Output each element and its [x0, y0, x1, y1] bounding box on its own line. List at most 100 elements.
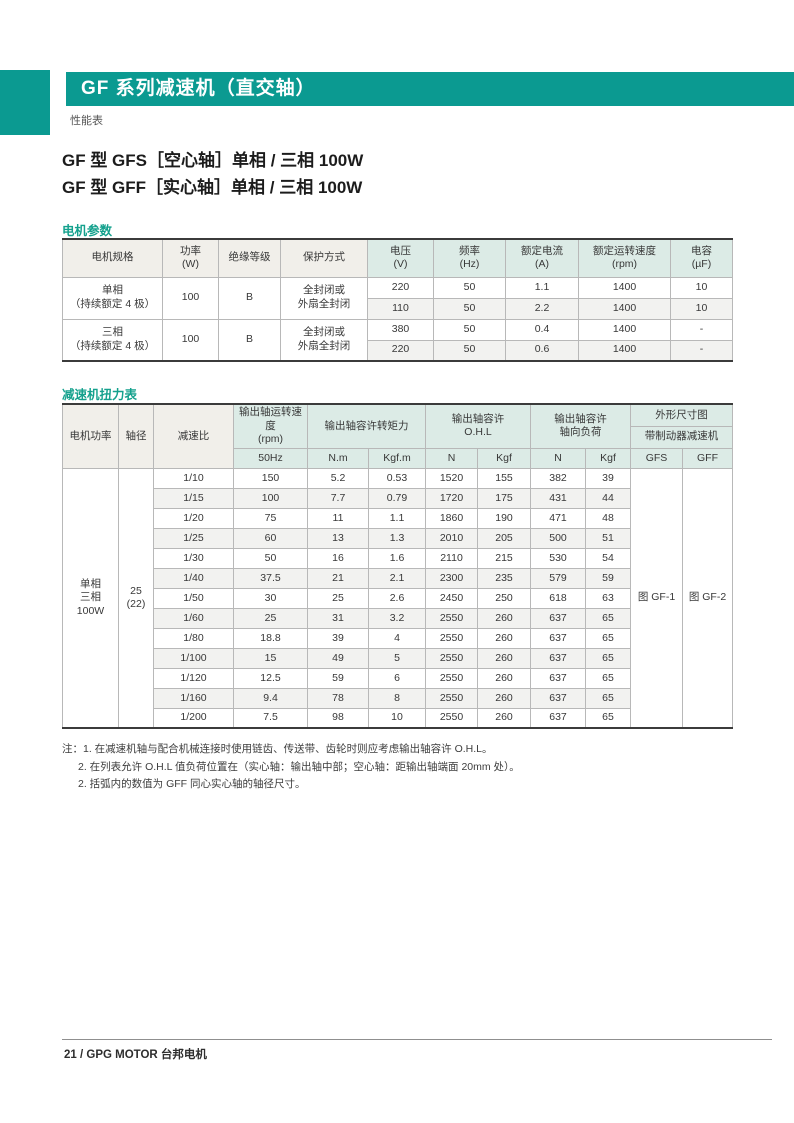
value-cell: 190	[477, 507, 531, 529]
gff-figure-cell: 图 GF-2	[682, 467, 733, 729]
value-cell: 1/50	[153, 587, 234, 609]
value-cell: 260	[477, 647, 531, 669]
value-cell: 10	[670, 276, 733, 299]
value-cell: 59	[307, 667, 369, 689]
value-cell: 637	[530, 667, 586, 689]
subcol-kgfm: Kgf.m	[368, 447, 426, 469]
table-row: 单相 （持续额定 4 极） 100 B 全封闭或 外扇全封闭 220 50 1.1 1400 10	[62, 276, 733, 320]
value-cell: 1/60	[153, 607, 234, 629]
value-cell: 0.4	[505, 318, 579, 341]
subcol-axial-kgf: Kgf	[585, 447, 631, 469]
subcol-50hz: 50Hz	[233, 447, 308, 469]
subcol-gff: GFF	[682, 447, 733, 469]
subheader-label: 性能表	[70, 115, 103, 127]
table-row: 1/40 37.5 21 2.1 2300 235 579 59	[63, 567, 733, 589]
value-cell: 13	[307, 527, 369, 549]
value-cell: 1400	[578, 318, 671, 341]
value-cell: 21	[307, 567, 369, 589]
value-cell: 51	[585, 527, 631, 549]
col-header-motor-spec: 电机规格	[62, 238, 163, 278]
value-cell: 220	[367, 339, 434, 362]
value-cell: 1520	[425, 467, 478, 489]
value-cell: 1.6	[368, 547, 426, 569]
value-cell: 65	[585, 687, 631, 709]
table-row: 1/15 100 7.7 0.79 1720 175 431 44	[63, 487, 733, 509]
table-row: 1/60 25 31 3.2 2550 260 637 65	[63, 607, 733, 629]
value-cell: 60	[233, 527, 308, 549]
value-cell: 63	[585, 587, 631, 609]
value-cell: 30	[233, 587, 308, 609]
value-cell: 637	[530, 687, 586, 709]
value-cell: 1.3	[368, 527, 426, 549]
value-cell: 5	[368, 647, 426, 669]
model-title-gff: GF 型 GFF［实心轴］单相 / 三相 100W	[62, 178, 363, 197]
value-cell: 1/40	[153, 567, 234, 589]
col-header-shaft-diameter: 轴径	[118, 403, 154, 469]
value-cell: 10	[670, 297, 733, 320]
value-cell: 1400	[578, 276, 671, 299]
value-cell: 500	[530, 527, 586, 549]
value-cell: 2550	[425, 607, 478, 629]
value-cell: 637	[530, 647, 586, 669]
value-cell: 7.5	[233, 707, 308, 729]
motor-params-section-label: 电机参数	[62, 224, 113, 238]
value-cell: 8	[368, 687, 426, 709]
value-cell: 175	[477, 487, 531, 509]
power-cell: 100	[162, 276, 219, 320]
value-cell: 150	[233, 467, 308, 489]
value-cell: 50	[433, 318, 506, 341]
table-row: 1/30 50 16 1.6 2110 215 530 54	[63, 547, 733, 569]
value-cell: 260	[477, 607, 531, 629]
torque-table-body: 单相 三相 100W 25 (22) 1/10 150 5.2 0.53 1520 155 382 39…	[62, 467, 733, 729]
footnotes: 注：1. 在减速机轴与配合机械连接时使用链齿、传送带、齿轮时则应考虑输出轴容许 …	[62, 741, 520, 794]
value-cell: 98	[307, 707, 369, 729]
motor-power-cell: 单相 三相 100W	[62, 467, 119, 729]
value-cell: 31	[307, 607, 369, 629]
table-row: 1/100 15 49 5 2550 260 637 65	[63, 647, 733, 669]
model-title-gfs: GF 型 GFS［空心轴］单相 / 三相 100W	[62, 151, 364, 170]
value-cell: -	[670, 318, 733, 341]
value-cell: 5.2	[307, 467, 369, 489]
value-cell: 1400	[578, 339, 671, 362]
value-cell: 15	[233, 647, 308, 669]
subcol-nm: N.m	[307, 447, 369, 469]
left-accent-block	[0, 70, 50, 135]
value-cell: 44	[585, 487, 631, 509]
value-cell: 2110	[425, 547, 478, 569]
value-cell: 65	[585, 707, 631, 729]
value-cell: 2550	[425, 667, 478, 689]
value-cell: 0.79	[368, 487, 426, 509]
col-header-insulation: 绝缘等级	[218, 238, 281, 278]
col-header-current: 额定电流 (A)	[505, 238, 579, 278]
value-cell: 637	[530, 627, 586, 649]
col-header-dimension-figure: 外形尺寸图	[630, 403, 733, 427]
value-cell: 2300	[425, 567, 478, 589]
value-cell: 1.1	[368, 507, 426, 529]
subcol-gfs: GFS	[630, 447, 683, 469]
col-header-output-speed: 输出轴运转速度 (rpm)	[233, 403, 308, 449]
col-header-voltage: 电压 (V)	[367, 238, 434, 278]
value-cell: 471	[530, 507, 586, 529]
footnote-1: 注：1. 在减速机轴与配合机械连接时使用链齿、传送带、齿轮时则应考虑输出轴容许 …	[62, 743, 493, 755]
value-cell: 10	[368, 707, 426, 729]
value-cell: 39	[307, 627, 369, 649]
torque-table-section-label: 减速机扭力表	[62, 388, 138, 402]
torque-table: 电机功率 轴径 减速比 输出轴运转速度 (rpm) 输出轴容许转矩力 输出轴容许…	[62, 403, 733, 730]
value-cell: 1/10	[153, 467, 234, 489]
col-header-capacitor: 电容 (µF)	[670, 238, 733, 278]
value-cell: 37.5	[233, 567, 308, 589]
value-cell: 1.1	[505, 276, 579, 299]
value-cell: 50	[433, 339, 506, 362]
value-cell: 2.6	[368, 587, 426, 609]
value-cell: 65	[585, 627, 631, 649]
subcol-ohl-kgf: Kgf	[477, 447, 531, 469]
value-cell: 2550	[425, 647, 478, 669]
value-cell: 382	[530, 467, 586, 489]
table-row: 1/50 30 25 2.6 2450 250 618 63	[63, 587, 733, 609]
value-cell: 0.53	[368, 467, 426, 489]
value-cell: 250	[477, 587, 531, 609]
value-cell: 4	[368, 627, 426, 649]
table-row: 单相 三相 100W 25 (22) 1/10 150 5.2 0.53 1520 155 382 39…	[62, 467, 733, 729]
value-cell: 260	[477, 667, 531, 689]
subcol-axial-n: N	[530, 447, 586, 469]
